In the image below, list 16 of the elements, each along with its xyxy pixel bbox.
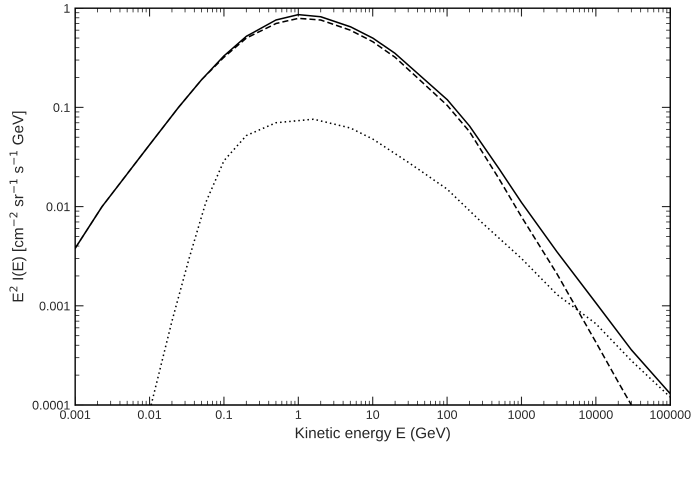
x-tick-label: 1000	[508, 410, 535, 420]
x-tick-label: 10000	[579, 410, 613, 420]
x-tick-label: 100	[438, 410, 458, 420]
x-tick-label: 0.01	[138, 410, 162, 420]
x-tick-label: 100000	[650, 410, 691, 420]
y-tick-label: 0.1	[53, 103, 70, 112]
y-tick-label: 0.01	[46, 202, 70, 212]
y-tick-label: 0.0001	[32, 400, 70, 410]
x-tick-label: 0.1	[216, 410, 232, 420]
y-tick-label: 1	[64, 4, 70, 13]
x-tick-label: 0.001	[60, 410, 90, 420]
y-tick-label: 0.001	[40, 302, 70, 310]
x-tick-label: 1	[296, 410, 302, 419]
x-axis-title: Kinetic energy E (GeV)	[296, 427, 450, 442]
text: E$^{2}$ I(E) [cm$^{−2}$ sr$^{−1}$ s$^{−1}$ GeV]	[9, 112, 26, 302]
x-tick-label: 10	[366, 410, 380, 420]
